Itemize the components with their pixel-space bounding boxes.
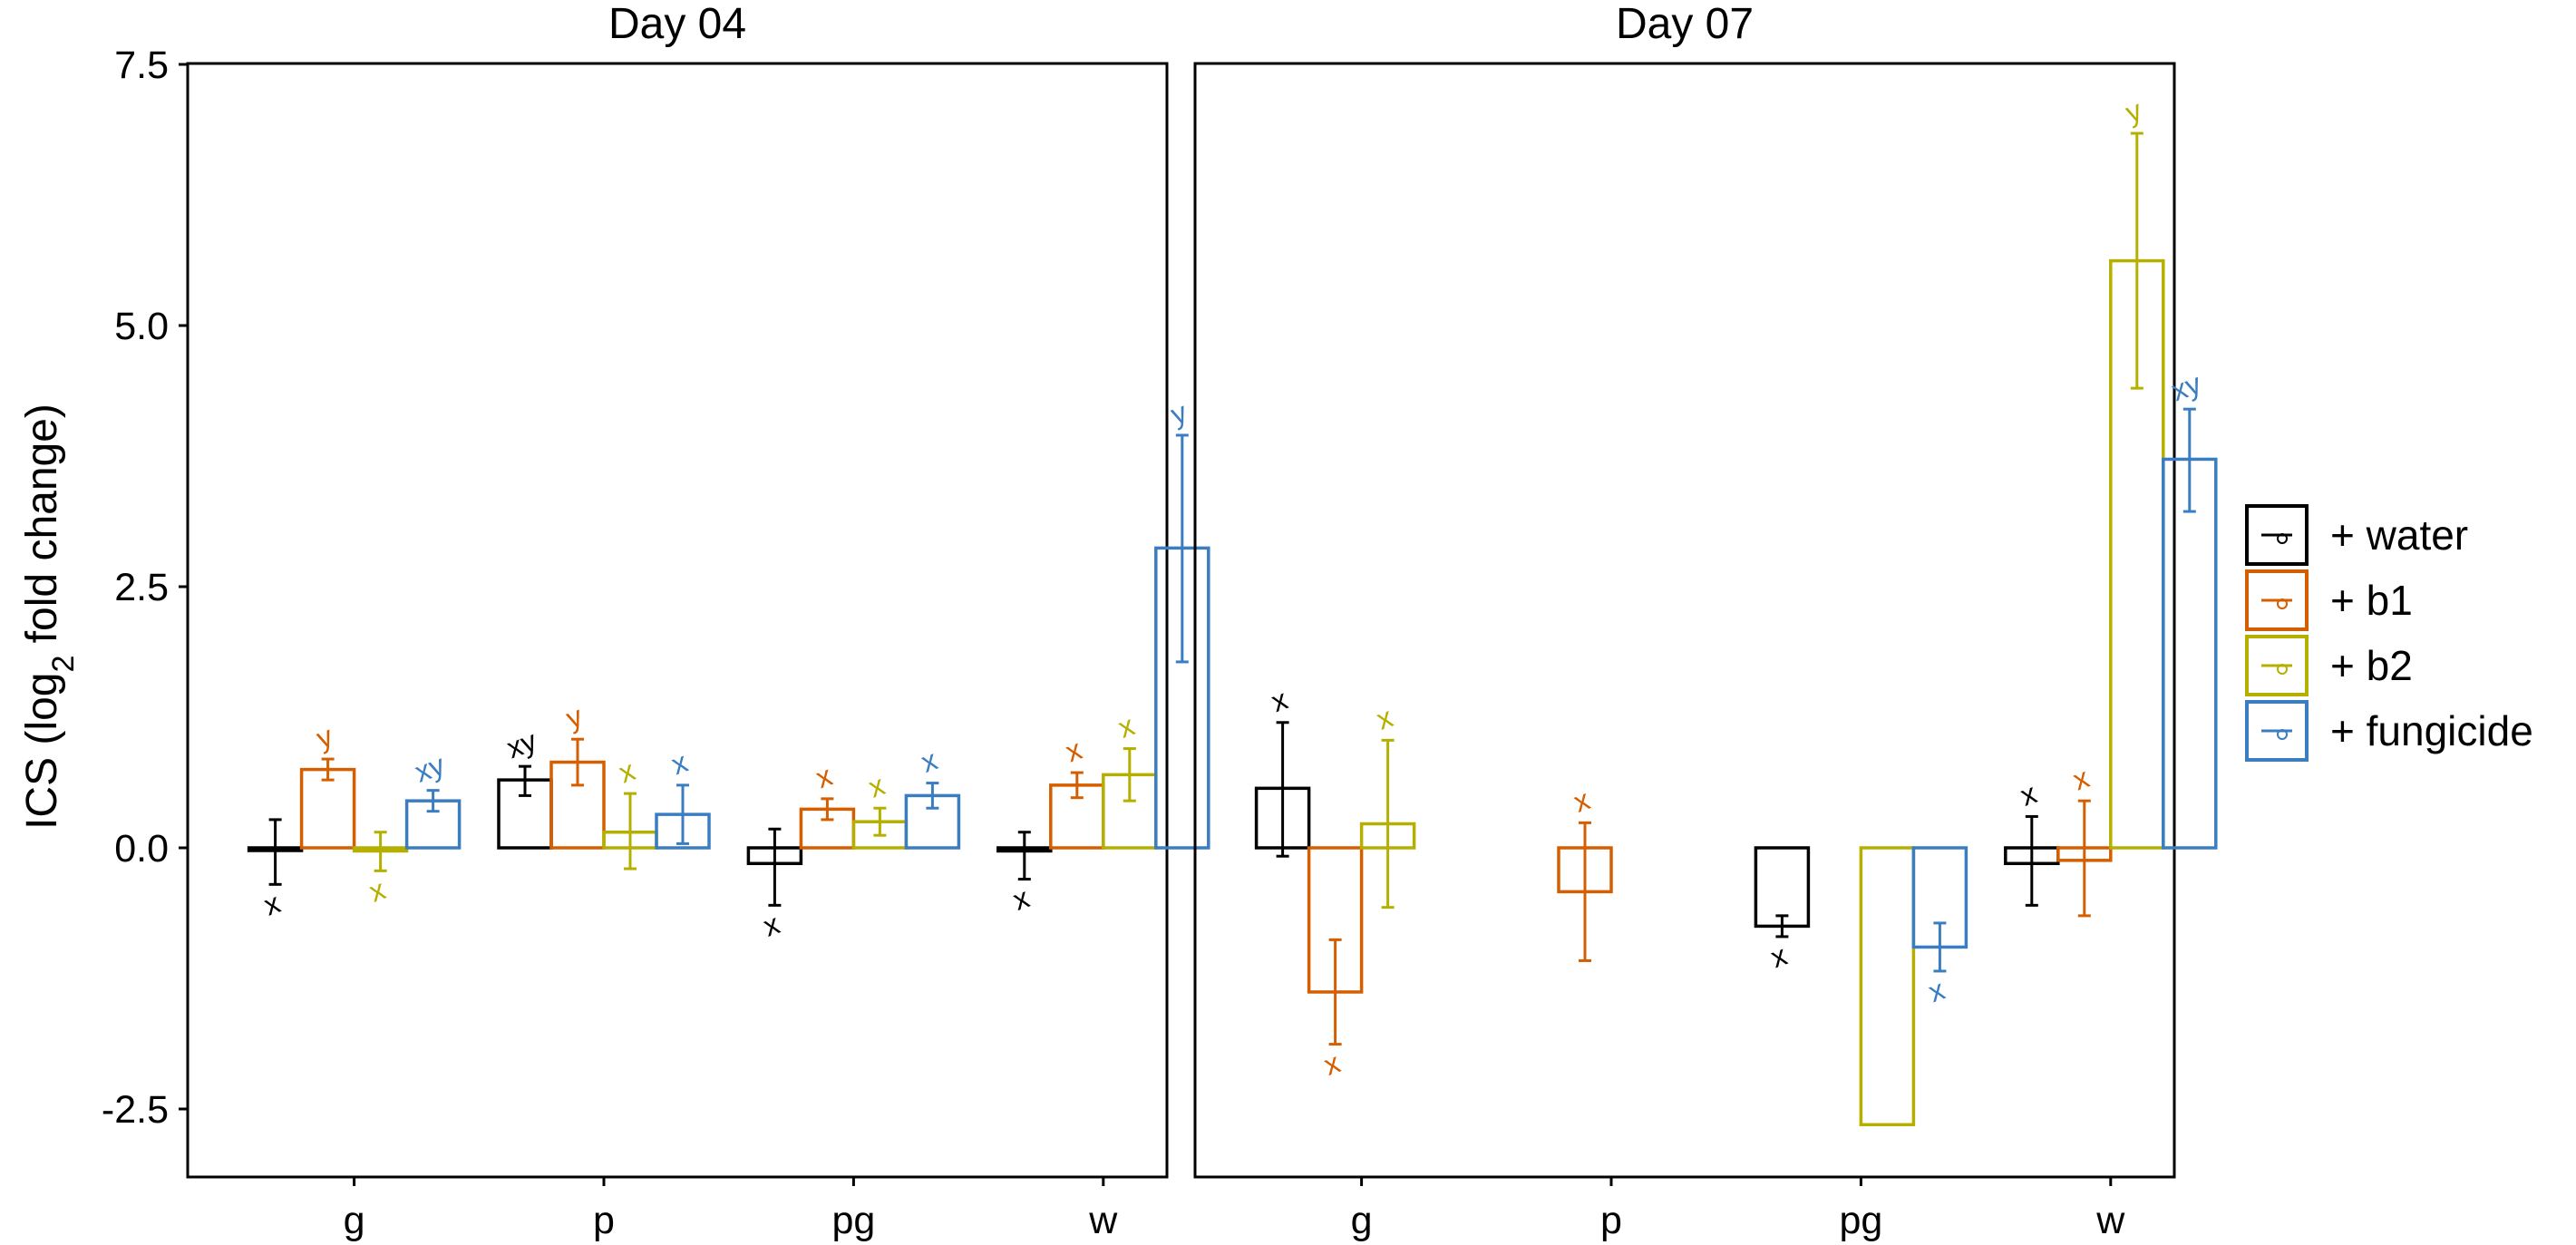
sig-label-b1-g: x [1319,1046,1344,1082]
sig-label-b2-w: x [1113,709,1138,744]
error-bar-b2-g [1381,738,1395,909]
sig-label-b1-w: x [2068,761,2093,796]
sig-label-b2-g: x [1372,700,1396,735]
legend-label: + b2 [2330,642,2413,689]
sig-label-fungicide-w: xy [2167,366,2205,407]
error-bar-b1-g [1328,938,1342,1046]
sig-label-fungicide-pg: x [1924,973,1949,1008]
sig-label-water-pg: x [759,907,783,942]
bar-b2-pg [1859,846,1916,1127]
legend-item-fungicide: + fungicide [2245,700,2533,762]
sig-label-water-p: xy [502,724,540,764]
error-bar-fungicide-g [426,789,440,813]
sig-label-b2-w: y [2121,93,2145,129]
legend-label: + water [2330,511,2468,559]
error-bar-water-pg [1775,914,1789,939]
error-bar-water-p [519,764,531,797]
panel-title-day-04: Day 04 [608,0,746,48]
panel-title-day-07: Day 07 [1616,0,1754,48]
legend-key [2245,569,2309,631]
error-bar-fungicide-pg [1933,921,1947,973]
legend-item-water: + water [2245,504,2468,566]
legend-item-b2: + b2 [2245,635,2413,696]
x-tick-label: pg [1839,1199,1882,1242]
legend: + water + b1 + b2 + fungicide [2245,504,2533,762]
sig-label-b1-p: x [1570,783,1594,818]
error-bar-fungicide-p [676,783,689,845]
x-tick-label: g [344,1199,365,1242]
sig-label-b2-pg: x [864,768,889,803]
x-tick-label: w [2095,1199,2125,1242]
error-bar-water-pg [768,827,782,907]
error-bar-b2-pg [873,806,887,837]
x-tick-label: g [1351,1199,1373,1242]
sig-label-b1-g: y [312,719,336,754]
y-tick-label: 2.5 [114,566,169,609]
error-bar-water-w [2025,814,2038,907]
sig-label-water-pg: x [1766,939,1791,974]
error-bar-water-g [268,818,282,886]
legend-label: + b1 [2330,577,2413,624]
legend-key [2245,635,2309,696]
legend-item-b1: + b1 [2245,569,2413,631]
y-tick-label: -2.5 [102,1088,169,1132]
error-bar-b1-g [321,757,335,782]
sig-label-water-g: x [259,886,284,921]
sig-label-fungicide-pg: x [917,744,941,779]
panel-day-07-x-axis: g p pg w [1351,1177,2125,1242]
sig-label-b1-w: x [1061,733,1085,768]
y-axis-title: ICS (log2 fold change) [18,404,81,830]
error-bar-b1-p [1579,821,1591,962]
error-bar-water-g [1276,721,1289,858]
sig-label-b2-p: x [615,754,639,789]
x-tick-label: w [1088,1199,1118,1242]
sig-label-water-w: x [2016,776,2040,812]
error-bar-b1-pg [821,797,834,822]
x-tick-label: p [1600,1199,1622,1242]
error-bar-fungicide-pg [926,782,939,810]
error-bar-water-w [1017,831,1031,881]
bar-fungicide-w [2162,457,2218,850]
legend-label: + fungicide [2330,707,2533,754]
y-tick-label: 0.0 [114,827,169,871]
sig-label-fungicide-p: x [667,745,692,781]
x-tick-label: p [593,1199,615,1242]
panel-frame-day-04 [186,62,1169,1179]
legend-key [2245,504,2309,566]
y-tick-label: 5.0 [114,305,169,348]
error-bar-b2-p [624,792,637,871]
sig-label-water-g: x [1267,683,1291,718]
error-bar-b2-w [1123,747,1136,802]
sig-label-water-w: x [1008,881,1033,917]
y-axis: -2.5 0.0 2.5 5.0 7.5 [102,44,188,1132]
error-bar-b1-w [1070,771,1084,800]
error-bar-b2-g [374,831,387,872]
panel-day-04-x-axis: g p pg w [344,1177,1118,1242]
error-bar-fungicide-w [2182,407,2196,513]
sig-label-fungicide-g: xy [411,748,449,789]
error-bar-fungicide-w [1175,433,1189,664]
sig-label-b1-pg: x [812,759,836,794]
error-bar-b1-w [2077,799,2091,918]
sig-label-fungicide-w: y [1166,395,1191,431]
y-tick-label: 7.5 [114,44,169,87]
error-bar-b1-p [571,737,584,787]
x-tick-label: pg [831,1199,875,1242]
error-bar-b2-w [2130,131,2143,390]
sig-label-b2-g: x [365,872,389,908]
panel-frame-day-07 [1193,62,2176,1179]
legend-key [2245,700,2309,762]
sig-label-b1-p: y [562,699,587,734]
